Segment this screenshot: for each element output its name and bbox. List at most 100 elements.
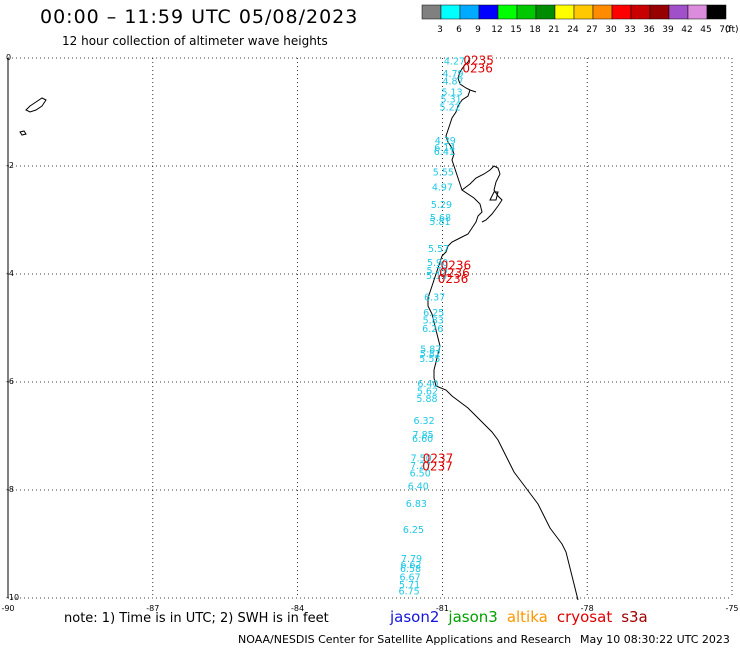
galapagos-islet (19, 130, 27, 136)
swh-label: 7.50 (411, 454, 432, 465)
swh-label: 4.79 (442, 69, 463, 80)
lon-tick-label: -75 (725, 604, 738, 613)
coastline-mainland (427, 57, 579, 601)
swh-label: 6.14 (434, 143, 455, 154)
colorbar-unit: (ft) (725, 25, 739, 35)
swh-label: 4.27 (444, 57, 465, 68)
swh-label: 5.57 (428, 244, 449, 255)
colorbar-tick-label: 30 (605, 25, 617, 35)
time-label: 0236 (462, 62, 493, 76)
swh-label: 4.39 (435, 136, 456, 147)
lat-tick-label: 0 (6, 53, 11, 62)
colorbar-tick-label: 70 (719, 25, 731, 35)
colorbar-tick-label: 36 (643, 25, 655, 35)
swh-label: 6.58 (400, 564, 421, 575)
colorbar-tick-label: 12 (491, 25, 502, 35)
swh-label: 6.37 (424, 293, 445, 304)
swh-label: 6.50 (410, 469, 431, 480)
swh-label: 6.25 (423, 308, 444, 319)
time-label: 0237 (422, 460, 453, 474)
coastline-gulf-of-guayaquil (461, 165, 503, 223)
coastline (19, 57, 579, 601)
colorbar-tick-label: 45 (700, 25, 711, 35)
swh-labels: 4.274.794.875.135.315.22 4.396.146.41 5.55… (399, 57, 466, 598)
footer-timestamp: May 10 08:30:22 UTC 2023 (580, 633, 730, 646)
colorbar-tick-label: 3 (437, 25, 443, 35)
lon-tick-label: -78 (581, 604, 594, 613)
lat-tick-label: -10 (6, 593, 19, 602)
axis-tick-labels: -90 -87 -84 -81 -78 -75 0 -2 -4 -6 -8 -10 (1, 53, 738, 613)
swh-label: 5.81 (429, 217, 450, 228)
footer-credit: NOAA/NESDIS Center for Satellite Applica… (238, 633, 572, 646)
colorbar-tick-label: 15 (510, 25, 521, 35)
colorbar-tick-label: 27 (586, 25, 597, 35)
swh-label: 7.27 (410, 461, 431, 472)
swh-label: 6.83 (406, 499, 427, 510)
colorbar-tick-label: 33 (624, 25, 635, 35)
swh-label: 6.41 (434, 147, 455, 158)
galapagos-island (25, 97, 47, 113)
lon-tick-label: -81 (436, 604, 449, 613)
swh-label: 6.67 (399, 572, 420, 583)
lon-tick-label: -90 (1, 604, 14, 613)
colorbar-tick-label: 21 (548, 25, 559, 35)
swh-label: 5.90 (427, 258, 448, 269)
mission-legend-item: cryosat (556, 608, 613, 626)
swh-label: 6.32 (413, 416, 434, 427)
mission-legend: jason2 jason3 altika cryosat s3a (390, 608, 657, 626)
time-label: 0235 (463, 54, 494, 68)
swh-label: 5.13 (441, 87, 462, 98)
swh-label: 7.85 (413, 430, 434, 441)
colorbar-swatch (706, 4, 727, 20)
footer-note: note: 1) Time is in UTC; 2) SWH is in fe… (64, 611, 329, 626)
lon-tick-label: -87 (146, 604, 159, 613)
swh-label: 4.97 (432, 183, 453, 194)
swh-label: 5.68 (430, 213, 451, 224)
lon-tick-label: -84 (291, 604, 304, 613)
swh-label: 6.40 (408, 482, 429, 493)
swh-label: 5.22 (440, 103, 461, 114)
lat-tick-label: -8 (6, 485, 14, 494)
page-subtitle: 12 hour collection of altimeter wave hei… (62, 34, 328, 48)
swh-label: 6.40 (417, 379, 438, 390)
lat-tick-label: -2 (6, 161, 14, 170)
swh-label: 5.29 (431, 200, 452, 211)
mission-legend-item: jason3 (448, 608, 498, 626)
swh-label: 6.75 (399, 586, 420, 597)
swh-label: 5.31 (441, 95, 462, 106)
swh-label: 6.26 (422, 324, 443, 335)
swh-label: 5.14 (426, 271, 447, 282)
colorbar-tick-label: 9 (475, 25, 481, 35)
swh-label: 5.88 (416, 394, 437, 405)
wave-height-colorbar: 3 6 9 12 15 18 21 24 27 30 33 36 39 42 45 70 (ft) (421, 4, 739, 35)
mission-legend-item: jason2 (390, 608, 440, 626)
swh-label: 5.55 (433, 167, 454, 178)
swh-label: 5.71 (399, 580, 420, 591)
colorbar-tick-label: 42 (681, 25, 692, 35)
lat-tick-label: -4 (6, 269, 14, 278)
time-label: 0236 (438, 272, 469, 286)
swh-label: 5.62 (417, 387, 438, 398)
page-title: 00:00 – 11:59 UTC 05/08/2023 (40, 6, 359, 28)
mission-legend-item: altika (506, 608, 548, 626)
mission-legend-item: s3a (621, 608, 648, 626)
swh-label: 6.60 (412, 434, 433, 445)
swh-label: 5.87 (420, 345, 441, 356)
swh-label: 5.82 (420, 349, 441, 360)
colorbar-tick-label: 39 (662, 25, 674, 35)
swh-label: 5.79 (427, 266, 448, 277)
swh-label: 4.87 (442, 77, 463, 88)
swh-label: 5.83 (423, 315, 444, 326)
swh-label: 7.79 (401, 554, 422, 565)
colorbar-tick-label: 18 (529, 25, 541, 35)
swh-label: 5.55 (419, 354, 440, 365)
time-label: 0237 (423, 452, 454, 466)
lat-tick-label: -6 (6, 377, 14, 386)
swh-label: 6.25 (403, 525, 424, 536)
colorbar-tick-label: 24 (567, 25, 579, 35)
time-label: 0236 (441, 258, 472, 272)
colorbar-tick-label: 6 (456, 25, 462, 35)
swh-label: 6.62 (400, 560, 421, 571)
